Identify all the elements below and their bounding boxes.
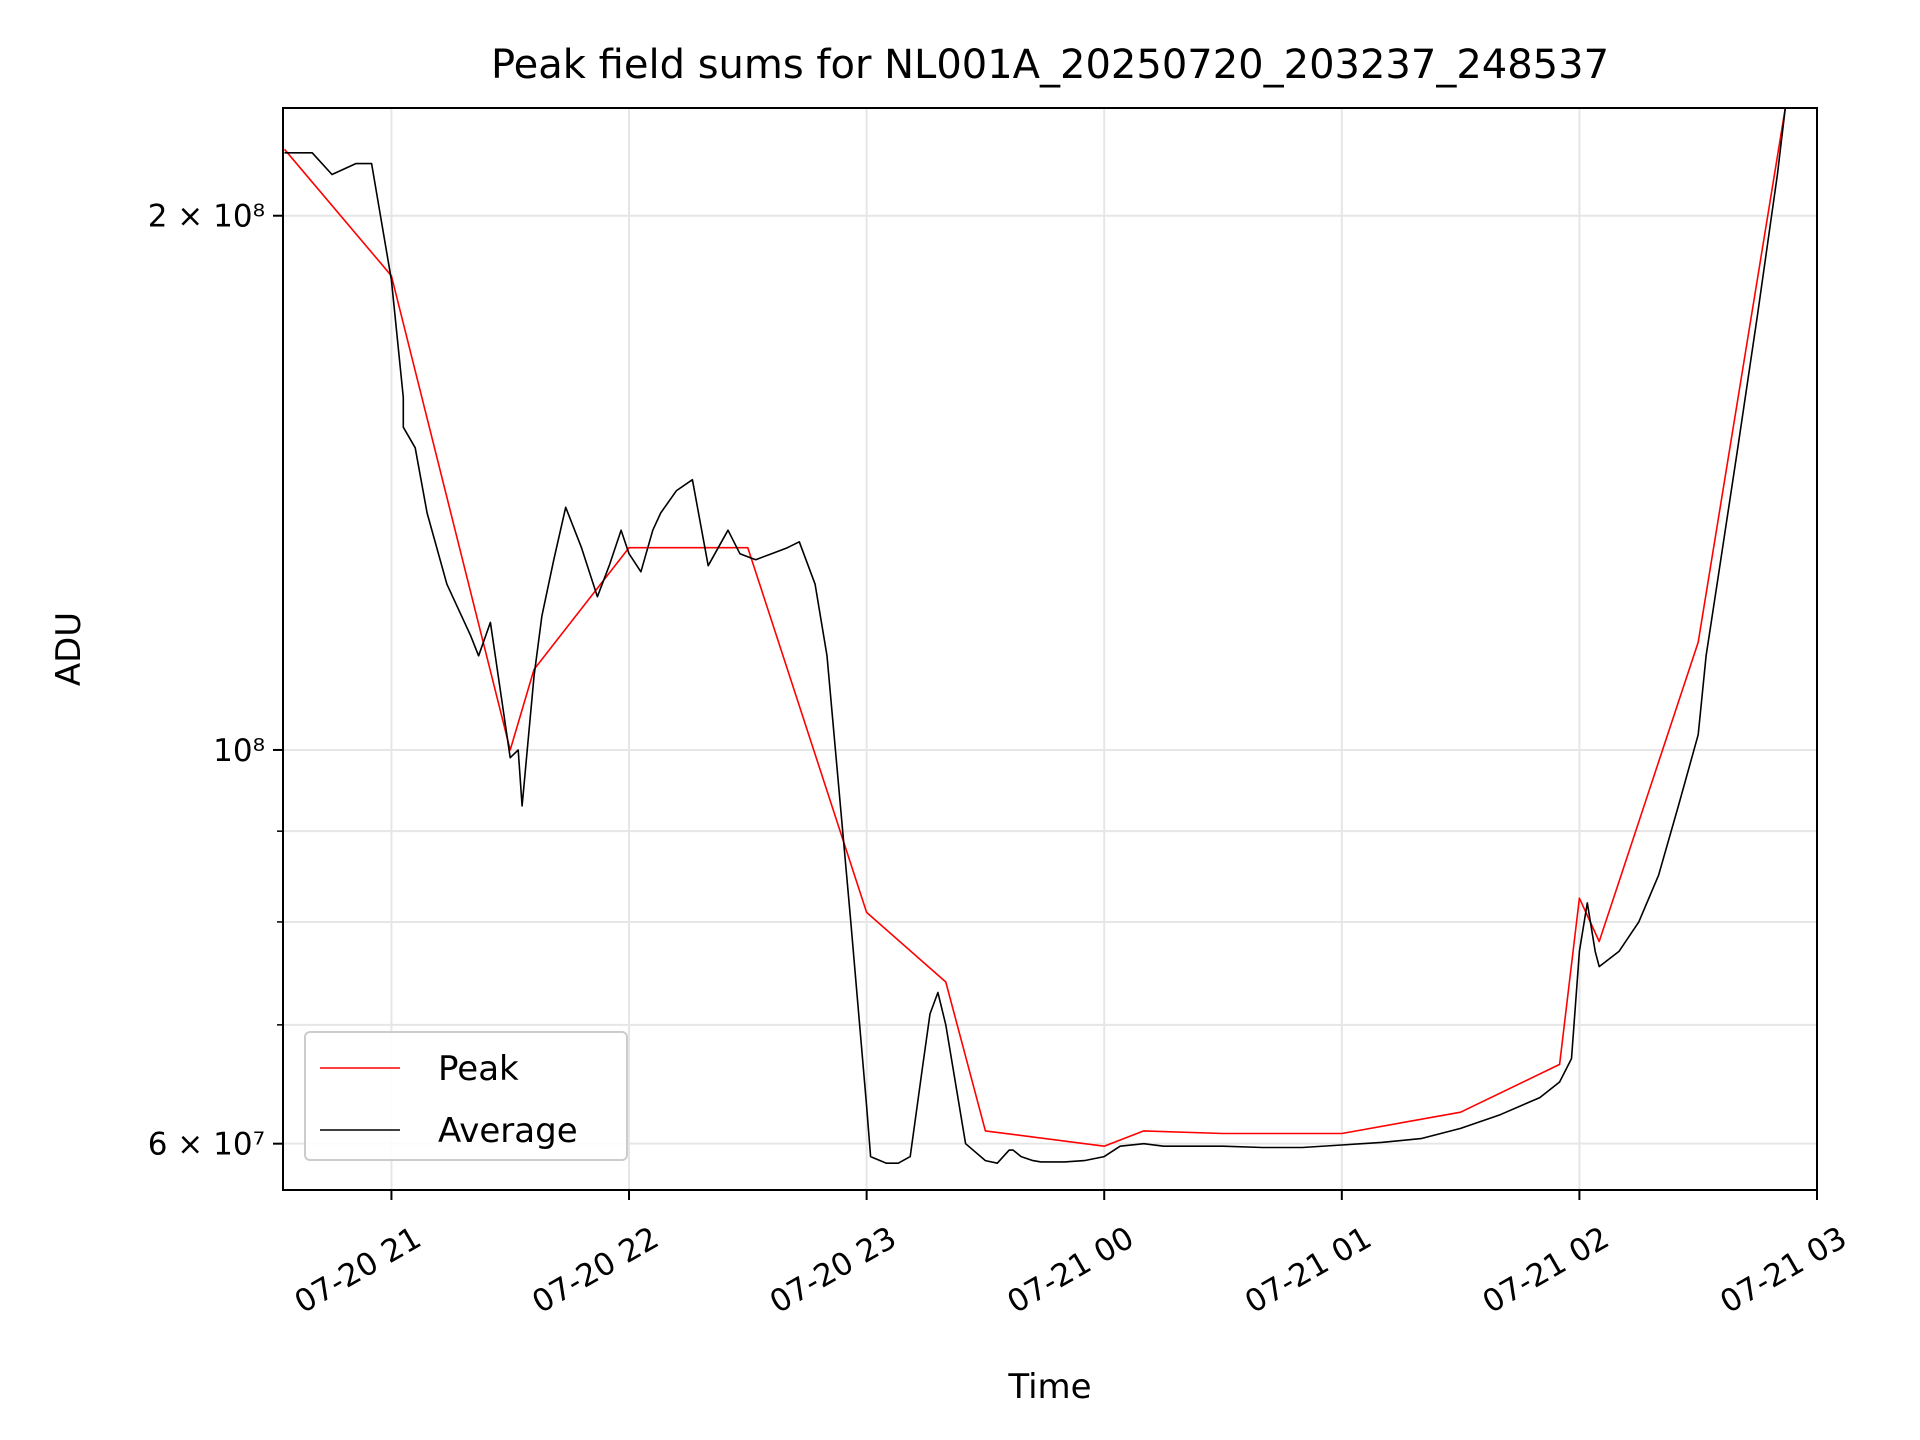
y-tick-label: 2 × 10⁸ (148, 199, 265, 235)
y-axis-label: ADU (49, 612, 89, 686)
chart-title: Peak field sums for NL001A_20250720_2032… (491, 42, 1609, 88)
series-line-peak (283, 108, 1787, 1147)
legend: Peak Average (304, 1031, 628, 1161)
series-line-average (284, 108, 1787, 1164)
series-layer (283, 108, 1787, 1164)
legend-box (304, 1031, 628, 1161)
axes-frame (282, 107, 1818, 1191)
legend-label-peak: Peak (438, 1049, 519, 1089)
y-tick-label: 10⁸ (213, 733, 265, 769)
y-tick-label: 6 × 10⁷ (148, 1127, 265, 1163)
x-axis-label: Time (1007, 1367, 1091, 1407)
legend-label-average: Average (438, 1111, 578, 1151)
